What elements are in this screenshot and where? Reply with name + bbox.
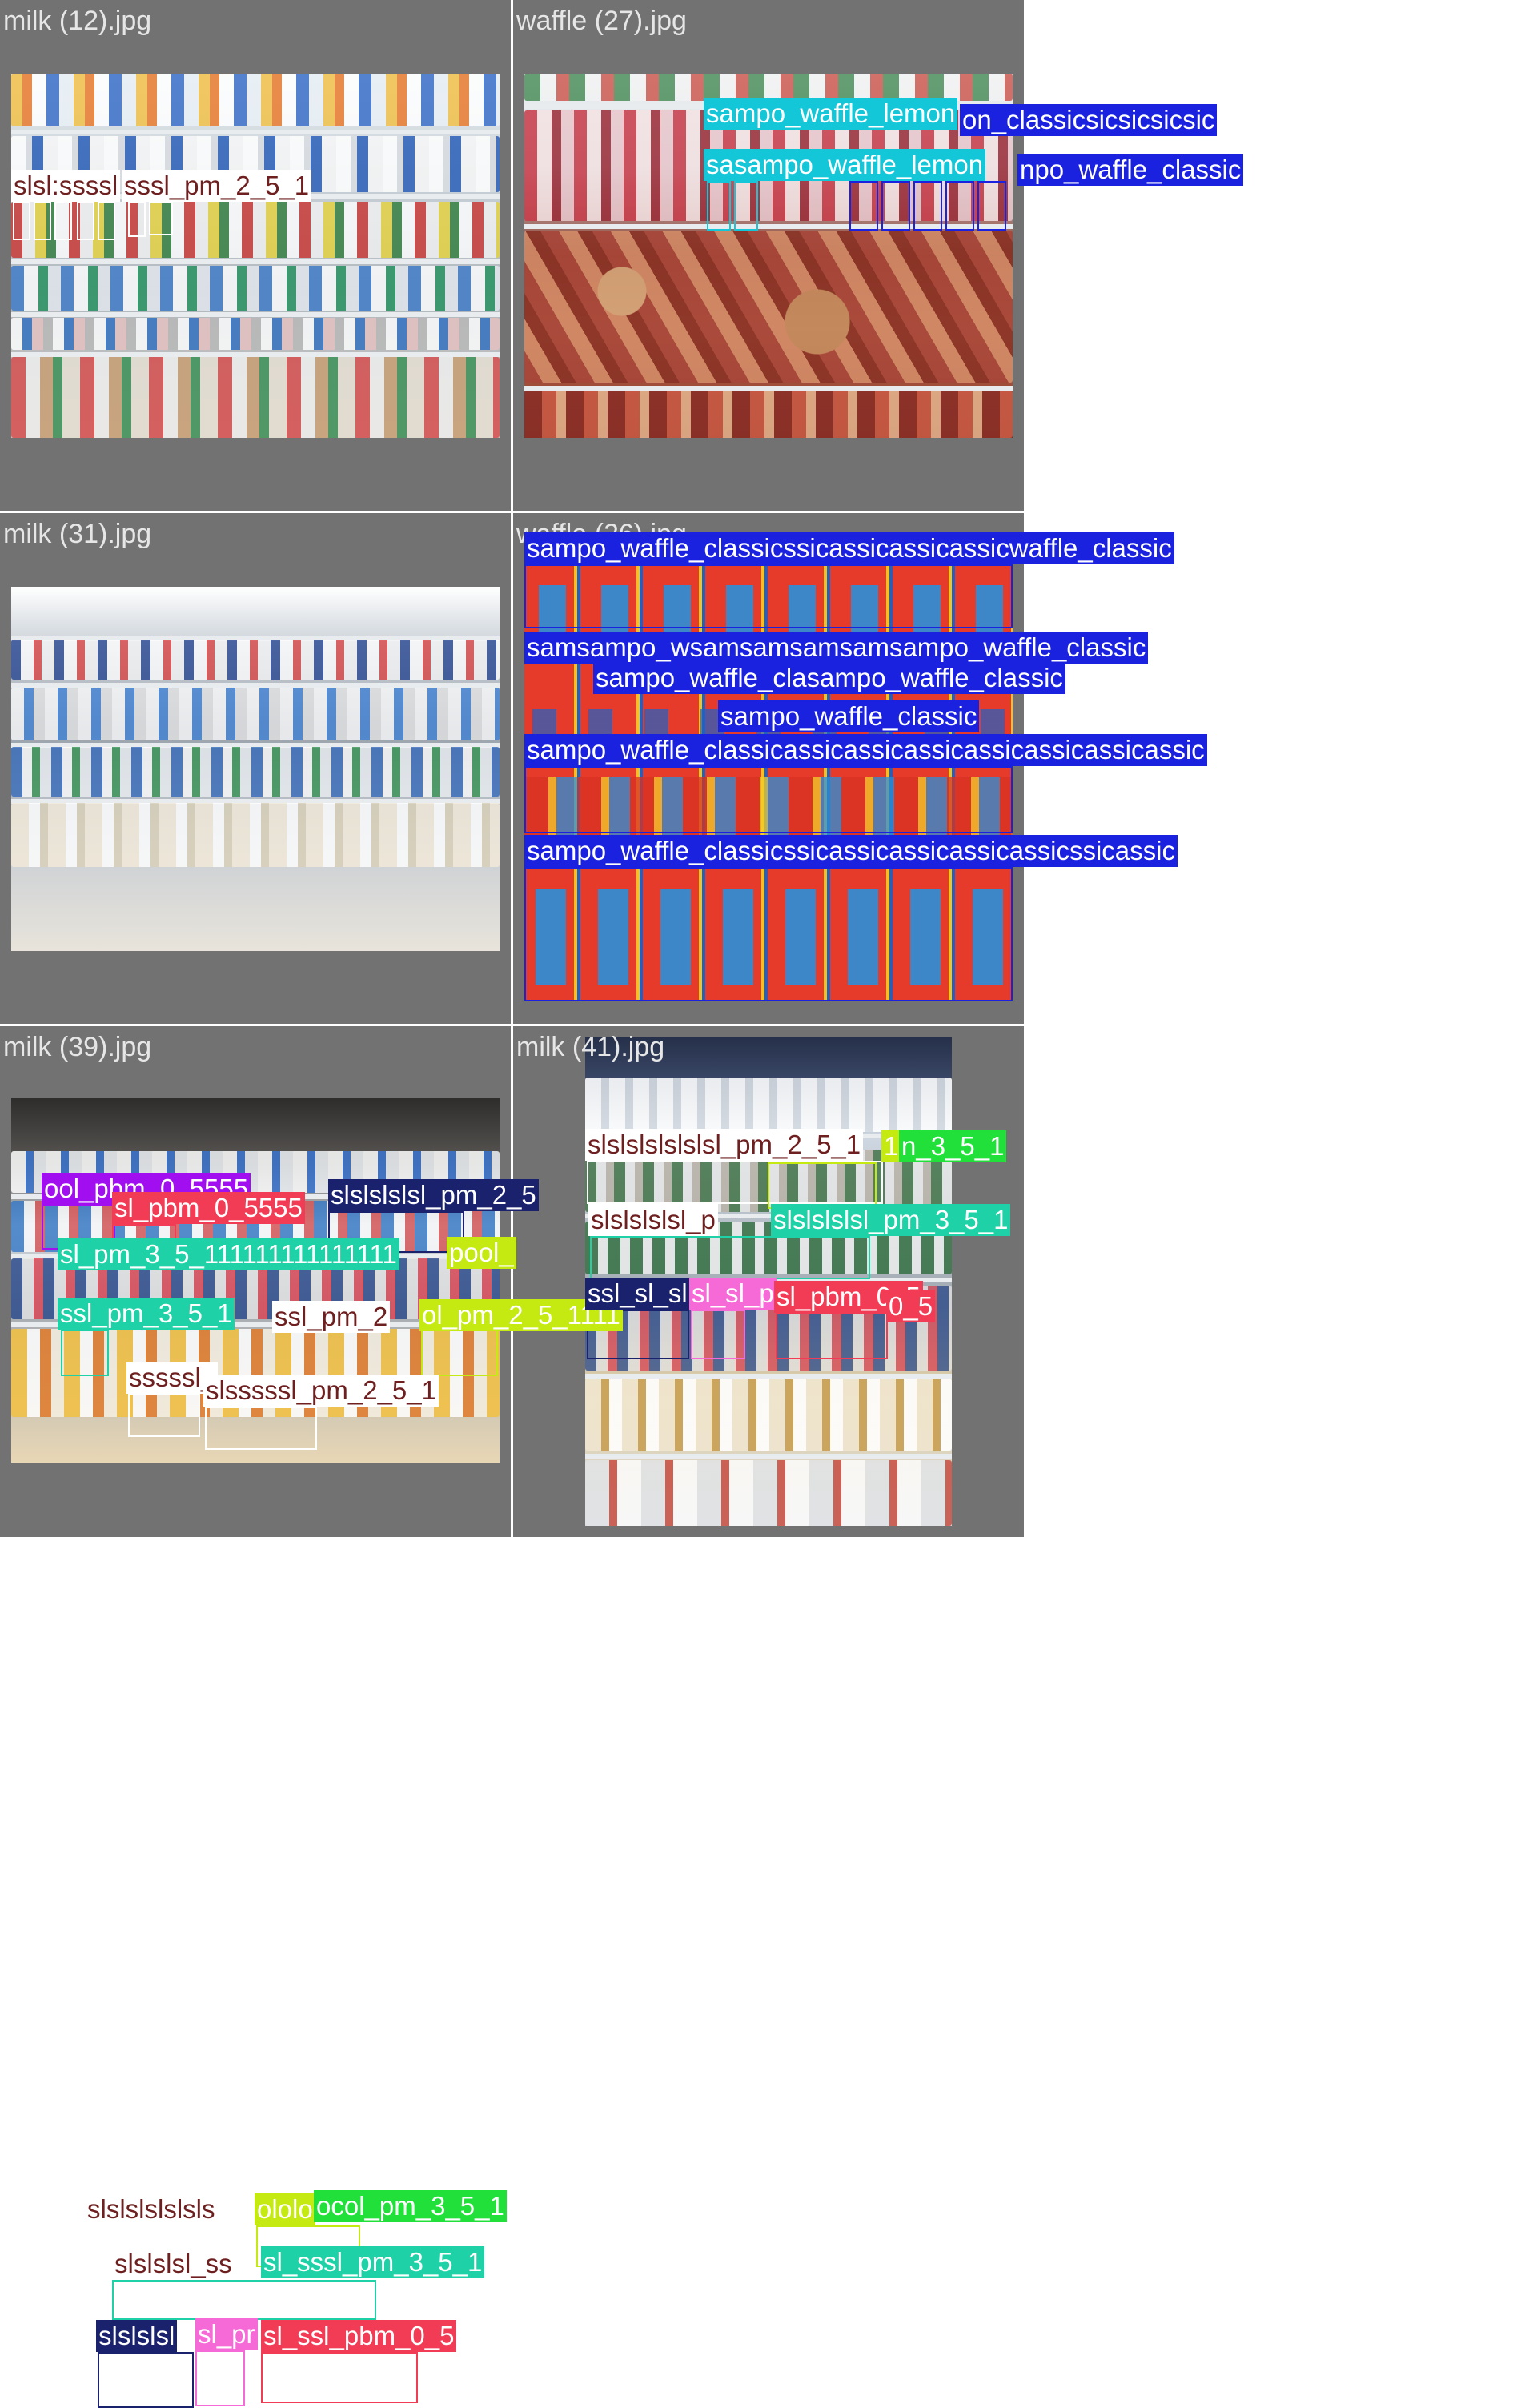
detection-box xyxy=(61,1330,109,1376)
detection-box xyxy=(524,766,1013,833)
store-shelf-photo xyxy=(11,74,500,438)
detection-box xyxy=(149,202,173,235)
detection-box xyxy=(977,181,1006,231)
detection-box xyxy=(205,1407,317,1450)
image-filename: milk (31).jpg xyxy=(3,519,152,549)
detection-box xyxy=(776,1313,888,1359)
detection-label: sampo_waffle_clasampo_waffle_classic xyxy=(593,662,1065,694)
detection-label: 1 xyxy=(881,1130,901,1162)
detection-label: slsl:ssssl xyxy=(11,170,121,202)
detection-box xyxy=(524,867,1013,1001)
detection-box xyxy=(98,202,115,240)
detection-label: sampo_waffle_classicassicassicassicassic… xyxy=(524,734,1207,766)
grid-cell-milk-31: milk (31).jpg ool_pbm_0_5555 sl_pbm_0_55… xyxy=(0,513,623,1450)
image-filename: milk (12).jpg xyxy=(3,6,152,36)
detection-box xyxy=(128,202,146,237)
detection-label: ssl_pm_2 xyxy=(272,1301,391,1333)
detection-box xyxy=(913,181,942,231)
detection-box xyxy=(691,1310,745,1359)
detection-label: npo_waffle_classic xyxy=(1017,154,1244,186)
detection-box xyxy=(195,2350,245,2406)
detection-box xyxy=(128,1394,200,1437)
detection-box xyxy=(261,2352,418,2403)
detection-box xyxy=(421,1330,498,1376)
detection-box xyxy=(881,181,910,231)
detection-label: pool_ xyxy=(447,1237,516,1269)
detection-label: sl_pm_3_5_111111111111111 xyxy=(58,1238,399,1270)
detection-label: sl_pbm_0_5555 xyxy=(112,1192,305,1224)
detection-label: sssl_pm_2_5_1 xyxy=(122,170,312,202)
detection-box xyxy=(734,181,758,231)
detection-label: ssl_pm_3_5_1 xyxy=(58,1298,235,1330)
detection-label: n_3_5_1 xyxy=(899,1130,1007,1162)
detection-box xyxy=(98,2352,194,2408)
detection-box xyxy=(849,181,878,231)
detection-box xyxy=(707,181,731,231)
detection-label: ssl_sl_sl xyxy=(585,1278,690,1310)
detection-label: sl_sssl_pm_3_5_1 xyxy=(261,2246,485,2278)
detection-label: sampo_waffle_classicssicassicassicassicw… xyxy=(524,532,1174,564)
grid-cell-waffle-27: waffle (27).jpg on_classicsicsicsicsic s… xyxy=(513,0,1244,511)
detection-label: sasampo_waffle_lemon xyxy=(704,149,986,181)
detection-box xyxy=(112,2280,376,2320)
detection-label: sampo_waffle_classic xyxy=(718,700,980,732)
store-shelf-photo xyxy=(11,587,500,951)
store-shelf-photo xyxy=(524,74,1013,438)
detection-label: sssssl_ xyxy=(126,1362,219,1394)
detection-box xyxy=(13,202,30,240)
detection-box xyxy=(54,202,72,240)
detection-label: sampo_waffle_lemon xyxy=(704,98,958,130)
image-filename: waffle (27).jpg xyxy=(516,6,687,36)
detection-box xyxy=(590,1236,870,1279)
detection-box xyxy=(945,181,974,231)
detection-label: sl_pr xyxy=(195,2318,258,2350)
detection-box xyxy=(587,1161,883,1204)
detection-label: slsssssl_pm_2_5_1 xyxy=(203,1375,439,1407)
grid-cell-milk-41: milk (41).jpg slslslslslslsl_pm_2_5_1 1 … xyxy=(513,1026,1024,1537)
detection-label: 0_5 xyxy=(886,1290,936,1322)
detection-box xyxy=(524,564,1013,628)
detection-label: slslslslsl_p xyxy=(588,1204,718,1236)
image-filename: milk (41).jpg xyxy=(516,1032,665,1062)
detection-label: sl_sl_p xyxy=(689,1278,777,1310)
detection-box xyxy=(768,1162,877,1209)
grid-cell-milk-39: milk (39).jpg slslslslslsls ololo ocol_p… xyxy=(0,1026,511,2408)
detection-label: samsampo_wsamsamsamsamsampo_waffle_class… xyxy=(524,632,1149,664)
detection-label: sampo_waffle_classicssicassicassicassica… xyxy=(524,835,1178,867)
detection-label: slslslsl_ss xyxy=(112,2248,235,2280)
detection-label: slslslslsl_pm_3_5_1 xyxy=(771,1204,1011,1236)
grid-cell-waffle-26: waffle (26).jpg sampo_waffle_classicssic… xyxy=(513,513,1207,1024)
store-shelf-photo xyxy=(11,1098,500,1463)
detection-label: slslslslslslsl_pm_2_5_1 xyxy=(585,1129,864,1161)
detection-label: ololo xyxy=(255,2193,315,2225)
detection-label: sl_ssl_pbm_0_5 xyxy=(261,2320,457,2352)
detection-label: on_classicsicsicsicsic xyxy=(960,104,1218,136)
detection-box xyxy=(587,1310,689,1359)
detection-label: ocol_pm_3_5_1 xyxy=(314,2190,507,2222)
detection-box xyxy=(77,202,94,240)
detection-label: slslslslsl_pm_2_5 xyxy=(328,1179,539,1211)
detection-label: slslslsl xyxy=(96,2320,178,2352)
image-filename: milk (39).jpg xyxy=(3,1032,152,1062)
detection-label: slslslslslsls xyxy=(85,2193,218,2225)
grid-cell-milk-12: milk (12).jpg slsl:ssssl sssl_pm_2_5_1 xyxy=(0,0,511,511)
detection-box xyxy=(34,202,51,240)
